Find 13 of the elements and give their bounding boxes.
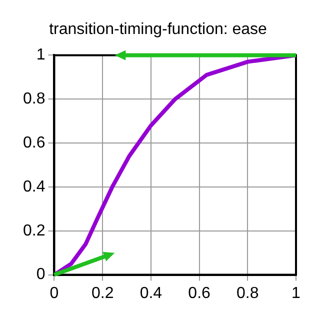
chart-title: transition-timing-function: ease — [49, 21, 268, 38]
x-tick-label: 1 — [292, 284, 301, 302]
y-tick-label: 1 — [36, 46, 46, 64]
x-tick-label: 0 — [50, 284, 59, 302]
x-tick-label: 0.8 — [236, 284, 259, 302]
y-tick-label: 0.2 — [22, 222, 46, 240]
y-tick-label: 0.8 — [22, 90, 46, 108]
y-tick-label: 0 — [36, 266, 46, 284]
y-tick-label: 0.4 — [22, 178, 46, 196]
x-tick-label: 0.2 — [91, 284, 114, 302]
y-tick-label: 0.6 — [22, 134, 46, 152]
x-tick-label: 0.6 — [188, 284, 211, 302]
x-tick-label: 0.4 — [140, 284, 162, 302]
